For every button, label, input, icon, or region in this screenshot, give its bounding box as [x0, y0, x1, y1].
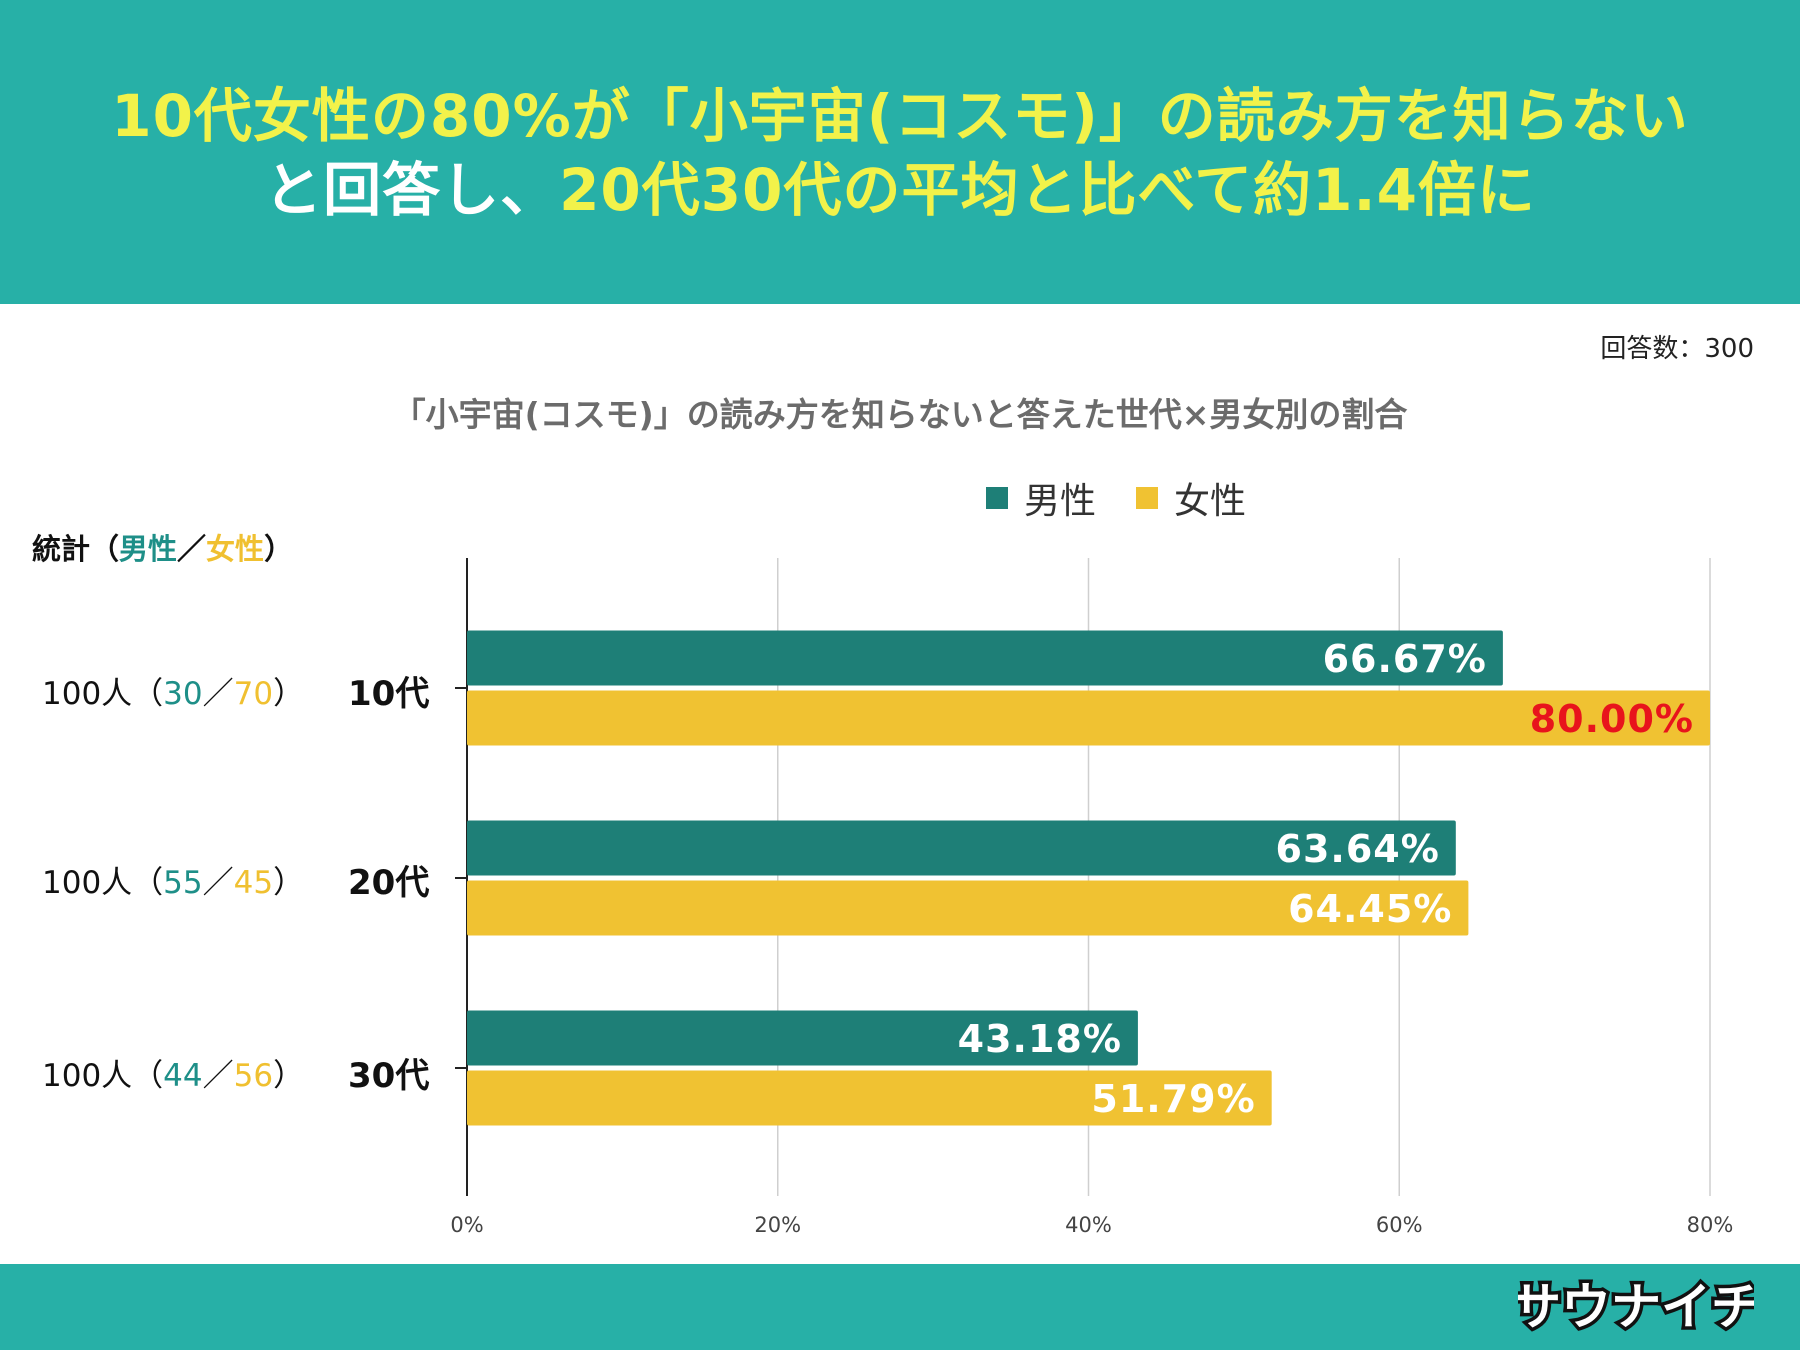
row-stat-sep: ／ — [202, 676, 234, 712]
row-stat-male: 55 — [163, 865, 203, 901]
row-stat-female: 70 — [233, 676, 274, 712]
category-label-30s: 30代 — [348, 1056, 430, 1096]
legend-label-female: 女性 — [1174, 481, 1247, 522]
row-stat-total: 100人（ — [42, 1058, 164, 1094]
stats-header: 統計（男性／女性） — [32, 526, 293, 568]
row-stat-male: 44 — [163, 1058, 203, 1094]
row-stat-male: 30 — [163, 676, 203, 712]
legend-swatch-female — [1136, 487, 1159, 509]
headline-line-2: と回答し、20代30代の平均と比べて約1.4倍に — [0, 154, 1800, 226]
data-label-male-20s: 63.64% — [1276, 827, 1440, 871]
bar-male-30s — [467, 1010, 1138, 1066]
category-label-10s: 10代 — [348, 674, 430, 714]
row-stat-sep: ／ — [202, 1058, 234, 1094]
row-stat-20s: 100人（55／45） — [42, 857, 304, 902]
brand-logo-text: サウナイチ — [1518, 1278, 1754, 1336]
headline-line-1: 10代女性の80%が「小宇宙(コスモ)」の読み方を知らない — [111, 82, 1689, 150]
header-banner — [0, 0, 1800, 304]
bar-female-30s — [467, 1070, 1272, 1126]
row-stat-10s: 100人（30／70） — [42, 668, 304, 713]
data-label-male-30s: 43.18% — [958, 1017, 1122, 1061]
row-stat-total: 100人（ — [42, 676, 164, 712]
chart-title: 「小宇宙(コスモ)」の読み方を知らないと答えた世代×男女別の割合 — [392, 395, 1408, 434]
legend-item-female: 女性 — [1136, 472, 1246, 524]
headline-line-2-yellow: 20代30代の平均と比べて約1.4倍に — [559, 156, 1536, 224]
bar-female-20s — [467, 880, 1469, 936]
legend-swatch-male — [986, 487, 1008, 509]
stats-header-prefix: 統計（ — [32, 532, 120, 566]
x-tick-label: 80% — [1687, 1213, 1734, 1237]
legend-item-male: 男性 — [986, 472, 1096, 524]
x-tick-label: 40% — [1065, 1213, 1112, 1237]
brand-logo: サウナイチ — [1518, 1275, 1754, 1340]
x-tick-label: 60% — [1376, 1213, 1423, 1237]
bar-chart: 0% 20% 40% 60% 80% 66.67% 80.00% 63.64% 64.45% 43… — [450, 558, 1734, 1237]
row-stat-female: 56 — [233, 1058, 274, 1094]
legend-label-male: 男性 — [1024, 481, 1097, 522]
row-stat-end: ） — [273, 865, 305, 901]
stats-header-male: 男性 — [119, 532, 178, 566]
x-tick-label: 20% — [754, 1213, 801, 1237]
chart-legend: 男性 女性 — [986, 474, 1286, 522]
row-stat-sep: ／ — [202, 865, 234, 901]
row-stat-end: ） — [273, 676, 305, 712]
footer-band — [0, 1264, 1800, 1350]
row-stat-end: ） — [273, 1058, 305, 1094]
bar-male-10s — [467, 630, 1503, 686]
stats-header-sep: ／ — [177, 532, 207, 566]
stats-header-suffix: ） — [264, 532, 294, 566]
row-stat-total: 100人（ — [42, 865, 164, 901]
stats-header-female: 女性 — [206, 532, 265, 566]
bar-female-10s — [467, 690, 1710, 746]
data-label-female-30s: 51.79% — [1091, 1077, 1255, 1121]
data-label-male-10s: 66.67% — [1323, 637, 1487, 681]
data-label-female-20s: 64.45% — [1288, 887, 1452, 931]
headline-line-2-white: と回答し、 — [264, 156, 560, 224]
respondent-count: 回答数：300 — [1600, 334, 1754, 364]
x-tick-label: 0% — [450, 1213, 483, 1237]
bar-male-20s — [467, 820, 1456, 876]
row-stat-female: 45 — [233, 865, 274, 901]
category-label-20s: 20代 — [348, 863, 430, 903]
data-label-female-10s: 80.00% — [1530, 697, 1694, 741]
row-stat-30s: 100人（44／56） — [42, 1050, 304, 1095]
